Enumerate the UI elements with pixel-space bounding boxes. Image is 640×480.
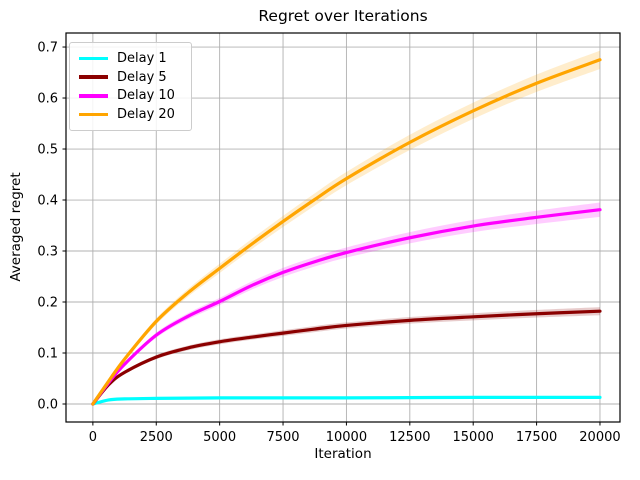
y-tick-label: 0.6 [37, 92, 58, 107]
x-tick-label: 7500 [266, 430, 299, 445]
x-tick-label: 20000 [579, 430, 620, 445]
legend-label-delay-1: Delay 1 [117, 50, 167, 66]
legend-item-delay-10: Delay 10 [79, 88, 183, 103]
y-tick-label: 0.2 [37, 296, 58, 311]
y-tick-label: 0.5 [37, 143, 58, 158]
x-tick-label: 12500 [389, 430, 430, 445]
x-tick-label: 17500 [516, 430, 557, 445]
legend-swatch-delay-5 [79, 75, 108, 79]
x-tick-label: 10000 [326, 430, 367, 445]
axes-frame [65, 32, 621, 423]
legend-label-delay-10: Delay 10 [117, 88, 175, 104]
y-tick-label: 0.0 [37, 397, 58, 412]
x-tick-label: 15000 [453, 430, 494, 445]
y-tick-label: 0.3 [37, 245, 58, 260]
y-tick-label: 0.4 [37, 194, 58, 209]
x-tick-label: 2500 [140, 430, 173, 445]
legend-swatch-delay-1 [79, 56, 108, 61]
legend-item-delay-1: Delay 1 [79, 51, 183, 66]
series-line-delay-1 [91, 395, 602, 406]
legend-item-delay-5: Delay 5 [79, 70, 183, 85]
y-tick-label: 0.1 [37, 347, 58, 362]
legend-swatch-delay-10 [79, 94, 108, 98]
x-tick-label: 0 [89, 430, 97, 445]
y-axis-label: Averaged regret [8, 172, 24, 282]
series-line-delay-10 [91, 208, 602, 406]
series-line-delay-5 [91, 309, 602, 406]
chart-title: Regret over Iterations [258, 7, 428, 25]
legend-swatch-delay-20 [79, 112, 108, 117]
legend: Delay 1 Delay 5 Delay 10 Delay 20 [69, 42, 192, 131]
series-band-delay-20 [92, 50, 600, 405]
legend-label-delay-5: Delay 5 [117, 69, 167, 85]
y-tick-label: 0.7 [37, 41, 58, 56]
x-tick-label: 5000 [203, 430, 236, 445]
series-line-delay-20 [91, 58, 602, 406]
legend-item-delay-20: Delay 20 [79, 107, 183, 122]
x-axis-label: Iteration [314, 446, 372, 462]
legend-label-delay-20: Delay 20 [117, 107, 175, 123]
